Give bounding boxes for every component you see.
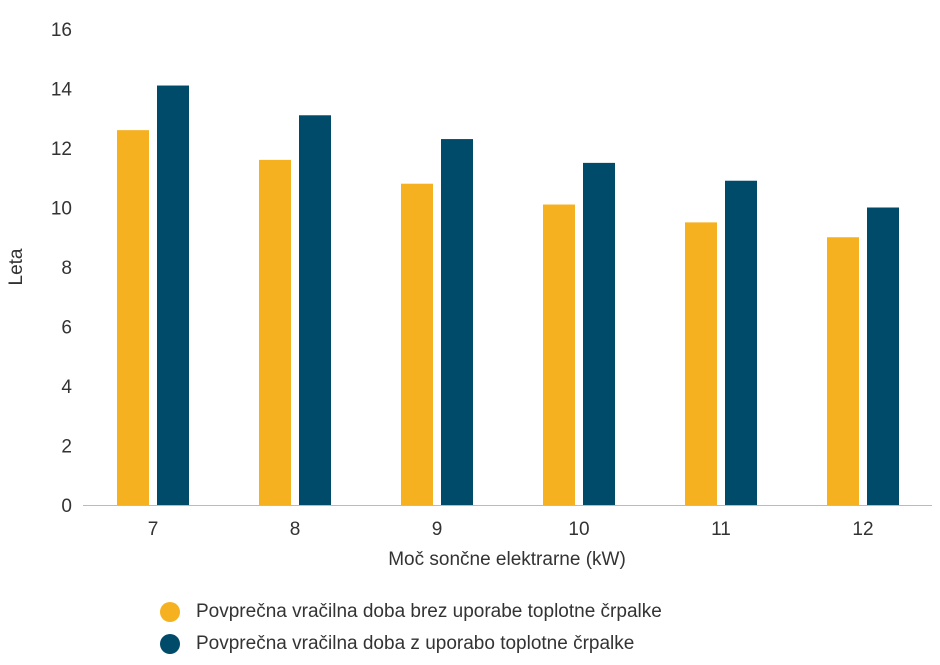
- y-tick-label: 12: [51, 139, 72, 160]
- bar: [543, 204, 575, 505]
- y-tick-label: 6: [61, 318, 72, 339]
- bar: [685, 222, 717, 505]
- bar-chart: 0 2 4 6 8 10 12 14 16 7 8 9 10 11 12 Moč sončne elekt…: [6, 20, 932, 570]
- legend: Povprečna vračilna doba brez uporabe top…: [160, 596, 662, 660]
- x-tick-label: 9: [432, 519, 443, 540]
- legend-item: Povprečna vračilna doba z uporabo toplot…: [160, 628, 662, 660]
- x-axis-ticks: 7 8 9 10 11 12: [148, 519, 874, 540]
- legend-swatch-icon: [160, 634, 180, 654]
- y-tick-label: 4: [61, 377, 72, 398]
- bar: [725, 180, 757, 505]
- legend-label: Povprečna vračilna doba z uporabo toplot…: [196, 633, 635, 654]
- bar: [441, 139, 473, 505]
- bar: [827, 237, 859, 505]
- y-tick-label: 0: [61, 496, 72, 517]
- bar: [157, 85, 189, 506]
- y-axis-label: Leta: [6, 248, 27, 285]
- y-tick-label: 8: [61, 258, 72, 279]
- bar: [401, 183, 433, 505]
- bar: [117, 130, 149, 505]
- x-tick-label: 7: [148, 519, 159, 540]
- x-axis-label: Moč sončne elektrarne (kW): [388, 549, 626, 570]
- bar: [259, 159, 291, 505]
- bar: [299, 115, 331, 506]
- x-tick-label: 11: [711, 519, 731, 540]
- y-tick-label: 10: [51, 199, 72, 220]
- bar: [867, 207, 899, 505]
- y-axis-ticks: 0 2 4 6 8 10 12 14 16: [51, 20, 73, 517]
- bar: [583, 162, 615, 505]
- y-tick-label: 14: [51, 80, 73, 101]
- bars: [117, 85, 899, 506]
- x-tick-label: 10: [568, 519, 589, 540]
- y-tick-label: 16: [51, 20, 72, 41]
- legend-item: Povprečna vračilna doba brez uporabe top…: [160, 596, 662, 628]
- legend-label: Povprečna vračilna doba brez uporabe top…: [196, 601, 662, 622]
- x-tick-label: 8: [290, 519, 301, 540]
- y-tick-label: 2: [61, 437, 72, 458]
- legend-swatch-icon: [160, 602, 180, 622]
- x-tick-label: 12: [852, 519, 873, 540]
